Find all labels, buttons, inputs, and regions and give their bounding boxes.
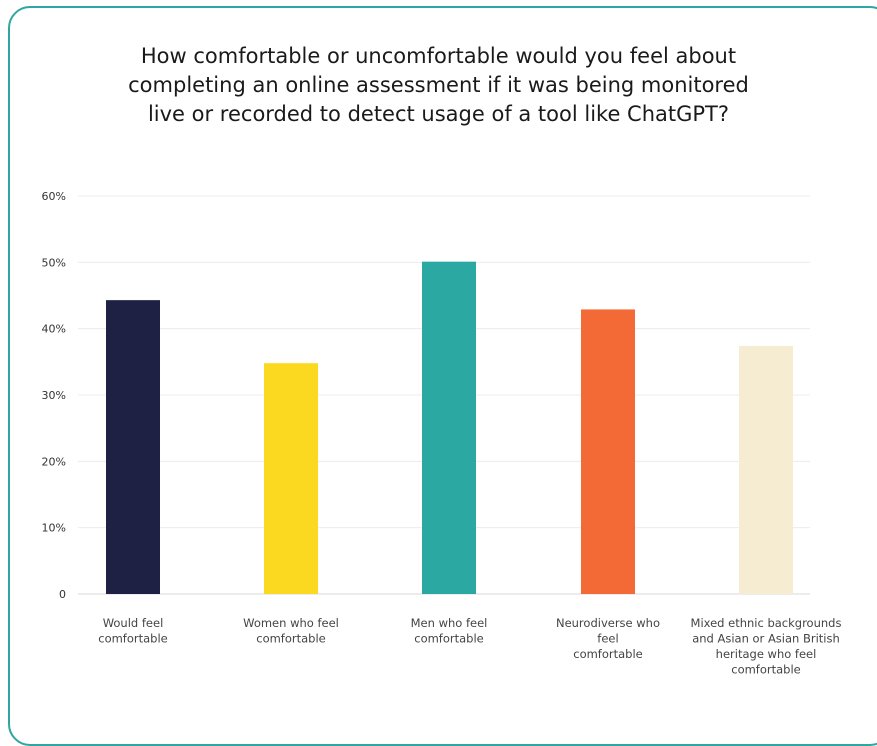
bar [106, 300, 160, 594]
y-tick-label: 20% [42, 455, 66, 468]
bars [106, 261, 793, 594]
y-tick-label: 30% [42, 389, 66, 402]
x-axis-labels: Would feel comfortable Women who feel comfo… [98, 616, 841, 677]
x-category-label: Mixed ethnic backgrounds and Asian or Asi… [691, 616, 842, 677]
y-tick-label: 10% [42, 522, 66, 535]
x-category-label: Neurodiverse who feel comfortable [556, 616, 660, 661]
x-category-label: Women who feel comfortable [243, 616, 339, 646]
y-tick-label: 60% [42, 190, 66, 203]
bar-chart: 0 10% 20% 30% 40% 50% 60% Would feel comfortabl… [42, 190, 842, 677]
bar [264, 363, 318, 594]
y-tick-label: 50% [42, 256, 66, 269]
x-category-label: Men who feel comfortable [411, 616, 488, 646]
y-axis-ticks: 0 10% 20% 30% 40% 50% 60% [42, 190, 66, 601]
bar [739, 345, 793, 594]
x-category-label: Would feel comfortable [98, 616, 168, 646]
bar [581, 309, 635, 594]
chart-title: How comfortable or uncomfortable would y… [128, 44, 749, 126]
y-tick-label: 0 [59, 588, 66, 601]
bar [422, 261, 476, 594]
y-tick-label: 40% [42, 323, 66, 336]
